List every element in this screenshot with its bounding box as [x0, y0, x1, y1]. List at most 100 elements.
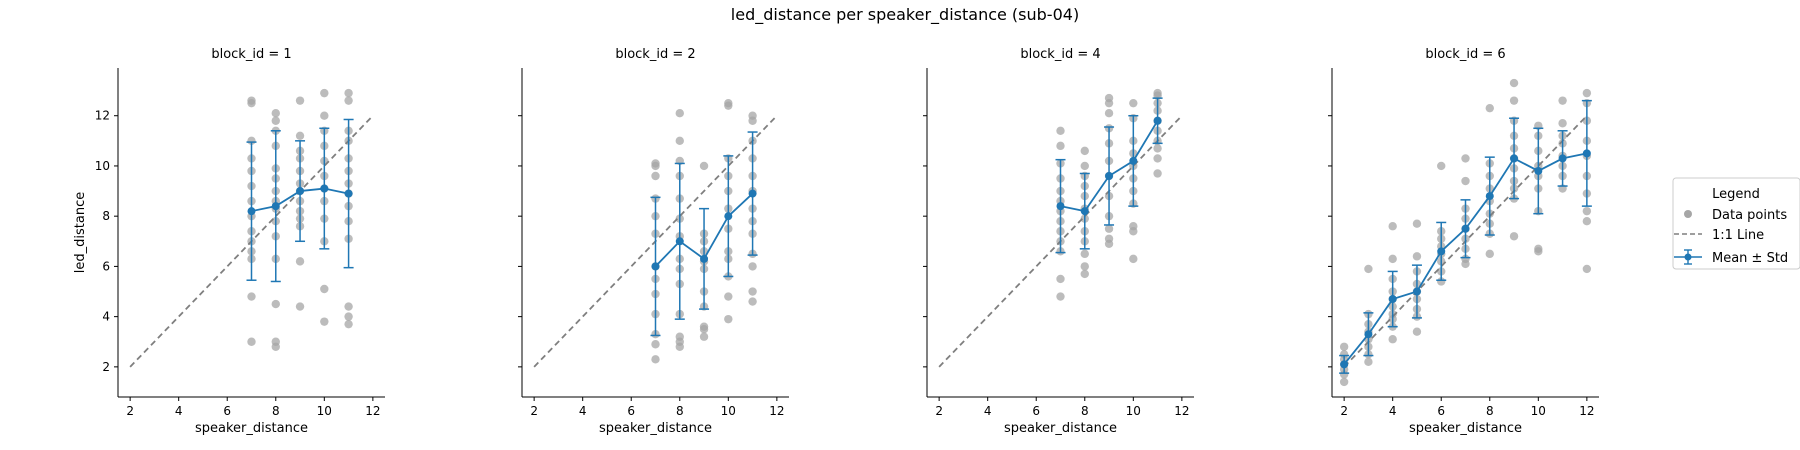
- mean-point: [748, 189, 757, 198]
- legend-points-marker: [1684, 210, 1692, 218]
- data-point: [699, 161, 709, 171]
- data-point: [748, 116, 757, 125]
- data-point: [1104, 239, 1114, 249]
- data-point: [1056, 141, 1065, 151]
- legend-points-label: Data points: [1712, 208, 1787, 223]
- data-point: [247, 98, 256, 108]
- x-axis-label: speaker_distance: [1409, 421, 1522, 436]
- y-tick-label: 2: [102, 360, 110, 374]
- mean-point: [344, 189, 353, 198]
- x-tick-label: 10: [1531, 404, 1546, 418]
- x-tick-label: 10: [721, 404, 736, 418]
- y-tick-label: 8: [102, 209, 110, 223]
- x-tick-label: 10: [1126, 404, 1141, 418]
- mean-point: [1510, 154, 1519, 163]
- mean-point: [1582, 149, 1591, 158]
- x-tick-label: 6: [1032, 404, 1040, 418]
- data-point: [1339, 377, 1349, 387]
- data-point: [675, 136, 684, 146]
- data-point: [748, 287, 757, 296]
- data-point: [344, 319, 353, 329]
- data-point: [1388, 222, 1397, 231]
- x-tick-label: 2: [1340, 404, 1348, 418]
- mean-point: [1080, 207, 1089, 216]
- mean-point: [296, 187, 305, 196]
- data-point: [1056, 126, 1065, 135]
- data-point: [1534, 247, 1543, 256]
- panels: block_id = 1 2 4 6 8 10 12 2 4 6 8 10 12 speaker_dist…: [73, 47, 1599, 436]
- y-tick-label: 4: [102, 310, 110, 324]
- mean-point: [1056, 202, 1065, 211]
- data-point: [724, 314, 733, 324]
- legend-mean-label: Mean ± Std: [1712, 251, 1788, 266]
- data-point: [1153, 144, 1162, 153]
- data-point: [724, 101, 733, 110]
- data-point: [320, 111, 329, 120]
- data-point: [320, 284, 329, 294]
- x-tick-label: 2: [126, 404, 134, 418]
- panel-title: block_id = 2: [615, 47, 695, 62]
- data-point: [1582, 88, 1592, 98]
- x-tick-label: 8: [272, 404, 280, 418]
- data-point: [1461, 259, 1470, 269]
- x-tick-label: 6: [1437, 404, 1445, 418]
- x-tick-label: 6: [627, 404, 635, 418]
- mean-point: [724, 212, 733, 221]
- x-tick-label: 12: [1579, 404, 1594, 418]
- mean-point: [1129, 156, 1138, 165]
- data-point: [1485, 249, 1494, 259]
- data-point: [247, 136, 256, 146]
- data-point: [1153, 154, 1162, 163]
- x-tick-label: 2: [530, 404, 538, 418]
- mean-point: [1388, 295, 1397, 304]
- data-point: [1104, 98, 1114, 108]
- data-point: [1582, 216, 1592, 226]
- data-point: [271, 342, 280, 351]
- data-point: [295, 96, 305, 105]
- data-point: [1437, 161, 1446, 171]
- legend-mean-marker: [1674, 249, 1702, 265]
- x-tick-label: 4: [984, 404, 992, 418]
- mean-point: [700, 254, 709, 263]
- x-axis-label: speaker_distance: [195, 421, 308, 436]
- data-point: [651, 355, 660, 364]
- data-point: [1412, 219, 1422, 228]
- data-point: [1104, 109, 1114, 118]
- panel-title: block_id = 1: [211, 47, 291, 62]
- data-point: [675, 342, 684, 351]
- data-point: [1056, 292, 1065, 301]
- data-point: [1129, 254, 1138, 264]
- data-point: [271, 299, 280, 309]
- data-point: [344, 312, 353, 321]
- y-tick-label: 10: [95, 159, 110, 173]
- data-point: [1080, 262, 1089, 271]
- mean-point: [651, 262, 660, 271]
- data-point: [699, 324, 709, 334]
- panel-4: block_id = 6 2 4 6 8 10 12 speaker_distance: [1328, 47, 1599, 436]
- mean-point: [1461, 224, 1470, 233]
- mean-point: [1534, 166, 1543, 175]
- data-point: [651, 171, 660, 181]
- data-point: [295, 302, 305, 311]
- data-point: [247, 337, 256, 346]
- data-point: [1582, 264, 1592, 274]
- y-tick-label: 12: [95, 109, 110, 123]
- data-point: [295, 257, 305, 266]
- x-tick-label: 2: [935, 404, 943, 418]
- data-point: [651, 161, 660, 171]
- x-tick-label: 12: [1174, 404, 1189, 418]
- data-point: [1509, 96, 1519, 105]
- data-point: [651, 340, 660, 349]
- data-point: [1412, 327, 1422, 336]
- data-point: [1080, 161, 1089, 171]
- mean-point: [675, 237, 684, 246]
- mean-point: [1437, 247, 1446, 256]
- data-point: [1364, 357, 1373, 367]
- mean-point: [1412, 287, 1421, 296]
- data-point: [1080, 269, 1089, 279]
- panel-title: block_id = 6: [1425, 47, 1505, 62]
- data-point: [1437, 277, 1446, 286]
- data-point: [1129, 98, 1138, 108]
- data-point: [1364, 264, 1373, 274]
